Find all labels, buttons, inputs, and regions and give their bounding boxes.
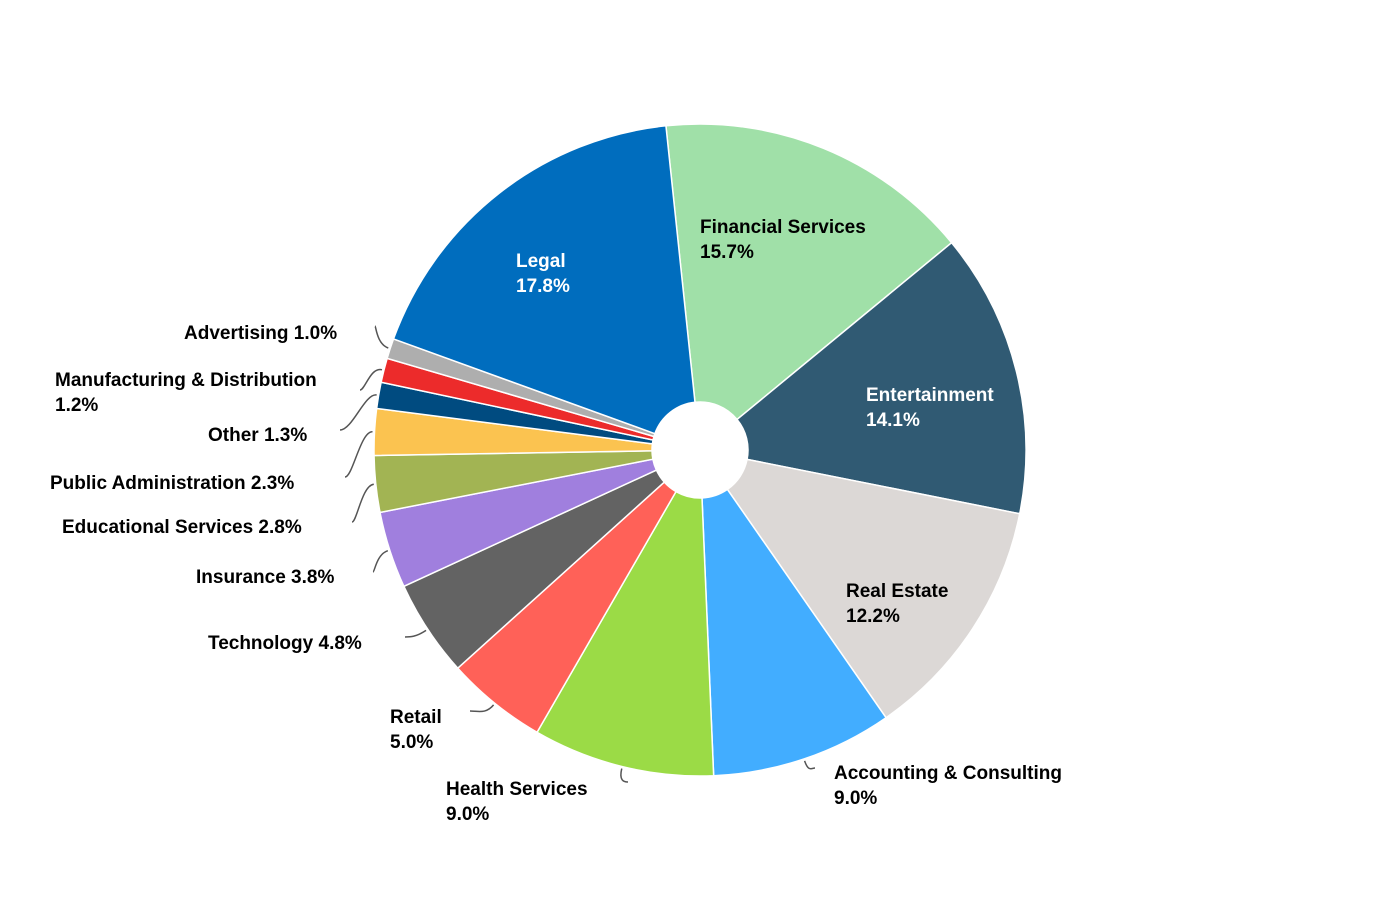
slice-label: Advertising 1.0% [184,323,337,344]
slice-label-name: Accounting & Consulting [834,763,1062,784]
slice-label-name: Technology [208,633,314,654]
slice-label: Financial Services 15.7% [700,217,866,263]
leader-line [344,431,373,478]
leader-line [803,760,816,770]
slice-health-services [535,490,715,777]
slice-label-name: Entertainment [866,385,994,406]
slice-label: Manufacturing & Distribution 1.2% [55,370,317,416]
leader-line [404,629,427,638]
slice-label: Technology 4.8% [208,633,362,654]
slice-label: Legal 17.8% [516,251,570,297]
slice-label: Insurance 3.8% [196,567,334,588]
slice-label: Accounting & Consulting 9.0% [834,763,1062,809]
slice-label-name: Health Services [446,779,588,800]
slice-accounting-consulting [701,488,888,777]
slice-label-name: Financial Services [700,217,866,238]
slice-label-value: 5.0% [390,732,433,753]
slice-label-name: Advertising [184,323,289,344]
slice-financial-services [665,123,953,421]
slice-real-estate [726,458,1021,719]
slice-label: Public Administration 2.3% [50,473,294,494]
slice-label: Entertainment 14.1% [866,385,994,431]
leader-line [374,325,389,349]
leader-line [359,369,383,391]
slice-label-value: 9.0% [834,788,877,809]
leader-line [620,768,629,783]
slice-label-value: 9.0% [446,804,489,825]
slice-label-value: 3.8% [286,567,335,588]
slice-label-name: Legal [516,251,566,272]
slice-label-value: 12.2% [846,606,900,627]
slice-label-name: Retail [390,707,442,728]
slice-label-name: Other [208,425,259,446]
slice-label-name: Real Estate [846,581,948,602]
slice-label: Educational Services 2.8% [62,517,302,538]
slice-label-value: 1.2% [55,395,98,416]
leader-line [339,394,377,431]
slice-label: Real Estate 12.2% [846,581,948,627]
slice-label-name: Insurance [196,567,286,588]
slice-label-value: 17.8% [516,276,570,297]
slice-label: Health Services 9.0% [446,779,588,825]
leader-line [351,483,375,523]
leader-line [469,704,495,713]
slice-label-name: Manufacturing & Distribution [55,370,317,391]
slice-label: Other 1.3% [208,425,307,446]
slice-label-value: 2.3% [246,473,295,494]
slice-label: Retail 5.0% [390,707,442,753]
slice-legal [392,124,696,435]
slice-label-value: 1.0% [289,323,338,344]
slice-label-value: 2.8% [253,517,302,538]
leader-line [372,549,389,573]
slice-label-value: 15.7% [700,242,754,263]
slice-label-value: 4.8% [313,633,362,654]
slice-label-value: 14.1% [866,410,920,431]
slice-entertainment [735,241,1027,515]
slice-label-name: Public Administration [50,473,246,494]
slice-label-value: 1.3% [259,425,308,446]
slice-label-name: Educational Services [62,517,253,538]
